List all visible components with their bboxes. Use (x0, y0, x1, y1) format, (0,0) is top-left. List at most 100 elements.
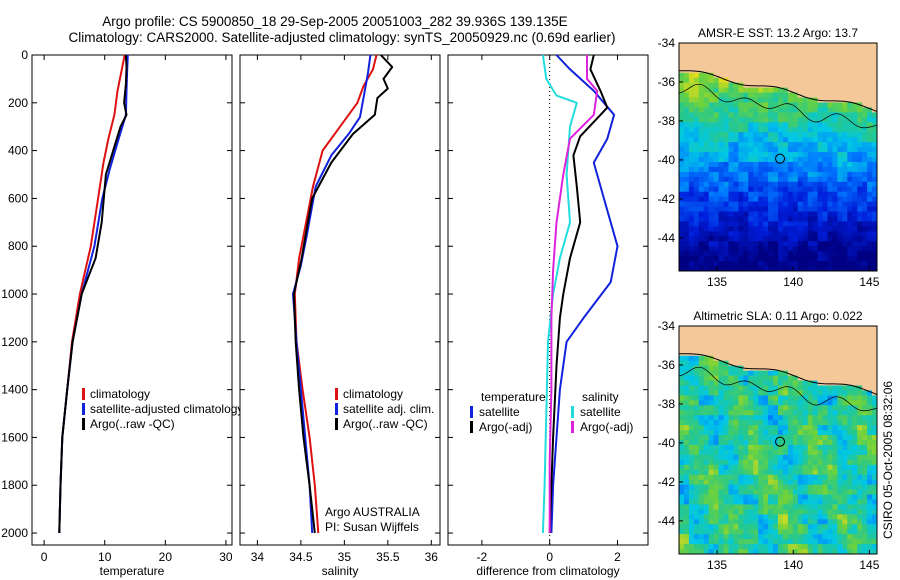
map-cell (733, 117, 739, 123)
map-cell (807, 444, 814, 451)
map-cell (842, 400, 848, 406)
map-cell (827, 43, 833, 49)
map-cell (728, 211, 734, 217)
map-cell (812, 390, 818, 396)
map-cell (857, 519, 863, 525)
map-cell (832, 171, 838, 178)
map-cell (847, 469, 853, 476)
map-cell (773, 365, 779, 372)
map-cell (797, 206, 804, 212)
map-cell (713, 544, 719, 550)
map-cell (802, 370, 809, 376)
map-cell (817, 186, 823, 193)
map-cell (743, 157, 749, 163)
map-cell (827, 350, 833, 357)
map-cell (688, 82, 695, 89)
map-cell (812, 370, 818, 376)
map-cell (679, 231, 685, 237)
map-cell (792, 350, 799, 357)
map-cell (688, 161, 695, 168)
map-cell (847, 97, 853, 103)
map-cell (778, 489, 784, 495)
map-cell (738, 420, 744, 426)
map-cell (872, 375, 878, 381)
map-cell (723, 375, 729, 381)
map-cell (807, 137, 814, 143)
map-cell (862, 132, 868, 138)
map-cell (832, 52, 838, 59)
map-cell (713, 102, 719, 108)
map-cell (837, 147, 843, 153)
map-cell (683, 410, 690, 416)
map-cell (758, 186, 764, 193)
map-cell (802, 137, 809, 143)
map-cell (872, 152, 878, 158)
map-cell (693, 77, 700, 84)
map-cell (867, 340, 873, 347)
map-cell (872, 469, 878, 476)
map-cell (862, 261, 868, 267)
map-cell (773, 43, 779, 49)
map-cell (728, 236, 734, 242)
map-cell (758, 484, 764, 490)
map-cell (832, 326, 838, 332)
map-cell (807, 261, 814, 267)
map-cell (837, 430, 843, 436)
map-cell (738, 390, 744, 396)
map-cell (768, 330, 774, 337)
map-cell (768, 256, 774, 262)
map-cell (723, 147, 729, 153)
map-cell (753, 176, 759, 183)
map-cell (708, 499, 715, 505)
map-cell (768, 176, 774, 183)
map-cell (713, 449, 719, 456)
map-cell (827, 196, 833, 203)
map-cell (857, 474, 863, 481)
map-cell (842, 127, 848, 133)
map-cell (718, 514, 724, 520)
map-cell (817, 514, 823, 520)
map-cell (817, 340, 823, 347)
map-cell (679, 166, 685, 173)
map-cell (792, 87, 799, 93)
map-cell (857, 375, 863, 381)
map-cell (778, 340, 784, 347)
map-cell (773, 152, 779, 158)
map-cell (872, 385, 878, 391)
map-cell (857, 157, 863, 163)
map-cell (738, 102, 744, 108)
map-cell (723, 365, 729, 372)
map-cell (743, 152, 749, 158)
map-cell (852, 67, 858, 74)
map-cell (728, 122, 734, 128)
map-cell (748, 226, 754, 232)
map-cell (743, 340, 749, 347)
map-cell (787, 504, 794, 510)
map-cell (842, 201, 848, 207)
x-tick-label: 2 (614, 550, 621, 564)
map-cell (753, 157, 759, 163)
map-cell (778, 440, 784, 446)
map-cell (827, 440, 833, 446)
x-tick-label: 0 (546, 550, 553, 564)
map-cell (802, 494, 809, 500)
map-cell (822, 196, 828, 203)
map-cell (733, 241, 739, 247)
map-cell (728, 221, 734, 227)
map-cell (753, 420, 759, 426)
map-cell (837, 539, 843, 545)
map-cell (797, 171, 804, 178)
map-cell (679, 504, 685, 510)
map-cell (847, 519, 853, 525)
map-cell (748, 97, 754, 103)
map-cell (802, 524, 809, 530)
map-cell (847, 499, 853, 505)
map-cell (679, 132, 685, 138)
map-cell (787, 137, 794, 143)
map-cell (763, 231, 769, 237)
map-cell (708, 435, 715, 441)
map-cell (693, 430, 700, 436)
map-cell (718, 435, 724, 441)
map-cell (802, 181, 809, 188)
map-cell (797, 415, 804, 421)
